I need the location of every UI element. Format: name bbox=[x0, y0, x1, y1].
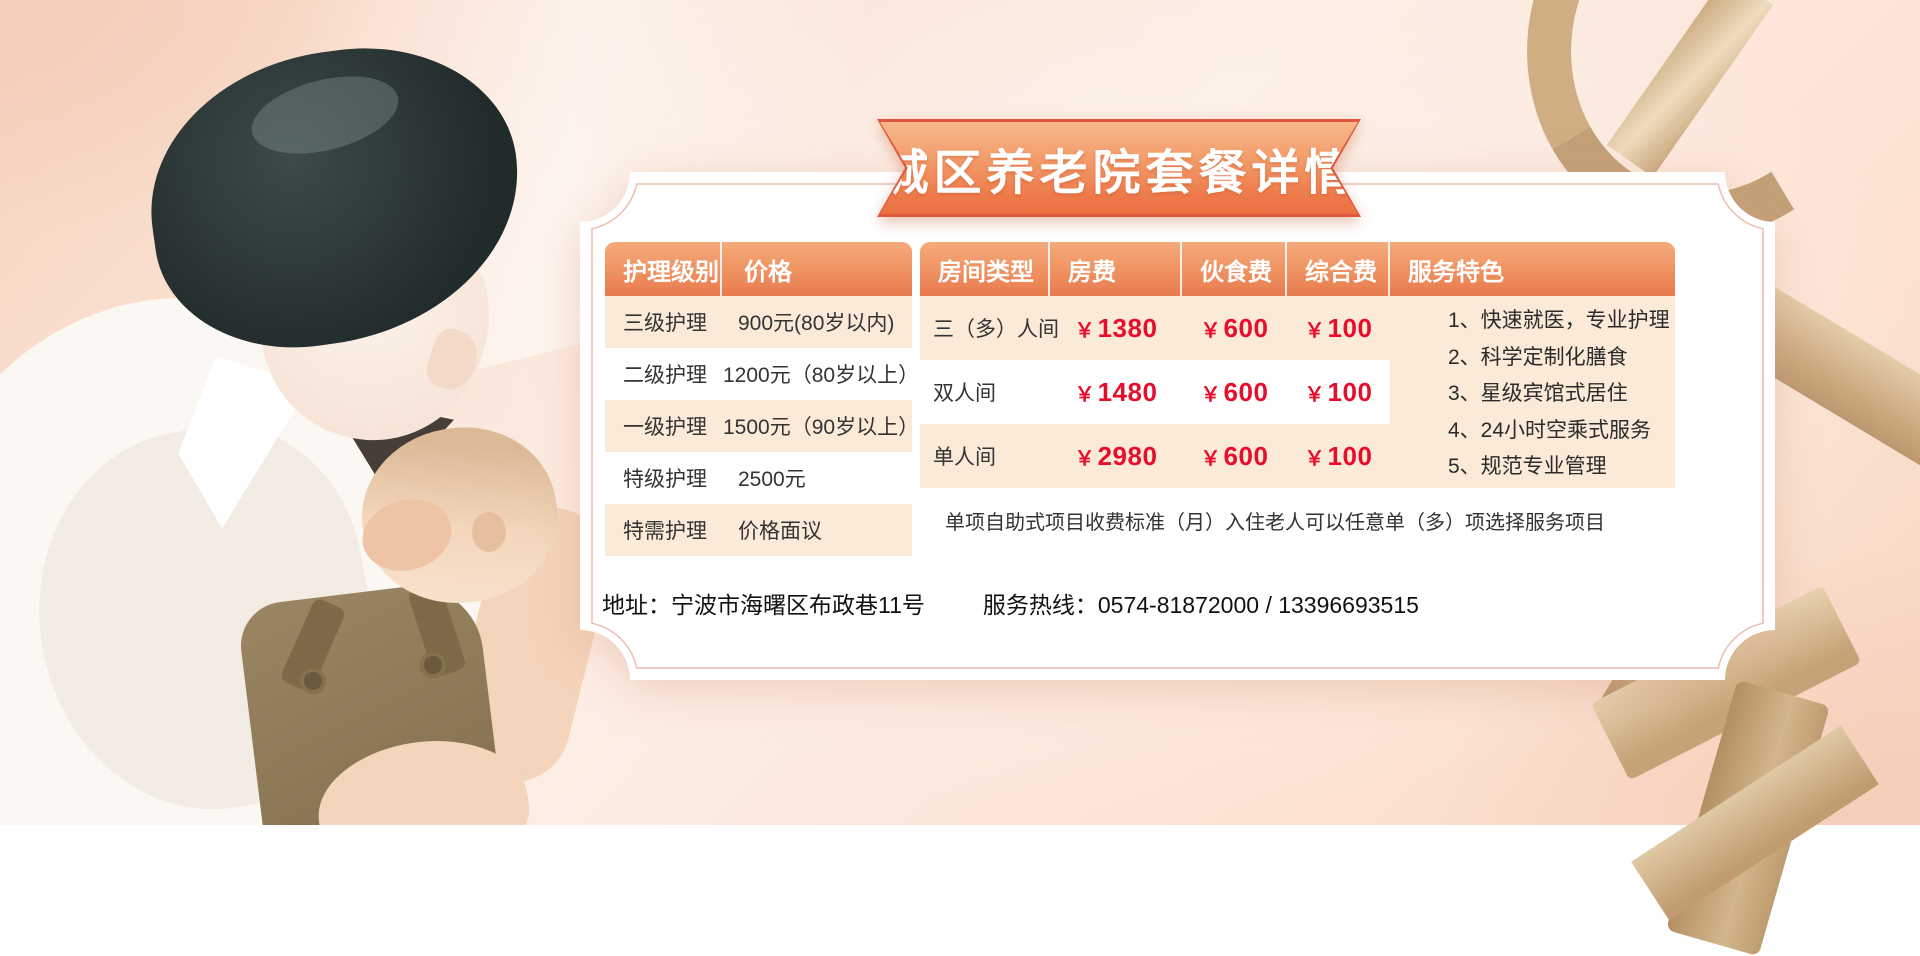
price-value: 600 bbox=[1223, 440, 1269, 471]
room-table-header: 房间类型 房费 伙食费 综合费 服务特色 bbox=[920, 242, 1675, 296]
baby-overall-button bbox=[300, 668, 326, 694]
service-feature-item: 3、星级宾馆式居住 bbox=[1448, 382, 1628, 405]
yen-symbol: ￥ bbox=[1200, 383, 1221, 406]
title-banner-face: 城区养老院套餐详情 bbox=[880, 122, 1358, 214]
care-level-cell: 特需护理 bbox=[623, 520, 707, 543]
price-cell: ￥ 600 bbox=[1182, 377, 1287, 408]
price-cell: ￥ 100 bbox=[1287, 313, 1390, 344]
care-level-cell: 一级护理 bbox=[623, 416, 707, 439]
room-type-cell: 单人间 bbox=[933, 446, 996, 469]
price-value: 100 bbox=[1327, 312, 1373, 343]
yen-symbol: ￥ bbox=[1304, 447, 1325, 470]
care-table-row: 二级护理 1200元（80岁以上） bbox=[605, 348, 919, 400]
baby-ear bbox=[472, 512, 506, 552]
price-cell: ￥ 100 bbox=[1287, 377, 1390, 408]
yen-symbol: ￥ bbox=[1074, 447, 1095, 470]
care-price-cell: 价格面议 bbox=[738, 520, 822, 543]
care-table-header: 护理级别 价格 bbox=[605, 242, 912, 296]
price-value: 1380 bbox=[1097, 312, 1158, 343]
price-value: 100 bbox=[1327, 376, 1373, 407]
room-table-row: 三（多）人间 ￥ 1380 ￥ 600 ￥ 100 bbox=[920, 296, 1390, 360]
yen-symbol: ￥ bbox=[1074, 319, 1095, 342]
pricing-note: 单项自助式项目收费标准（月）入住老人可以任意单（多）项选择服务项目 bbox=[920, 488, 1675, 552]
service-features-list: 1、快速就医，专业护理 2、科学定制化膳食 3、星级宾馆式居住 4、24小时空乘式服务… bbox=[1390, 296, 1675, 488]
room-header-misc-fee: 综合费 bbox=[1287, 242, 1390, 296]
room-type-cell: 双人间 bbox=[933, 382, 996, 405]
room-header-type: 房间类型 bbox=[920, 242, 1050, 296]
service-feature-item: 5、规范专业管理 bbox=[1448, 455, 1607, 478]
price-cell: ￥ 2980 bbox=[1050, 441, 1182, 472]
price-value: 600 bbox=[1223, 376, 1269, 407]
page-title: 城区养老院套餐详情 bbox=[880, 147, 1358, 200]
price-cell: ￥ 1380 bbox=[1050, 313, 1182, 344]
care-price-cell: 900元(80岁以内) bbox=[738, 312, 895, 335]
caregiver-baby-photo bbox=[0, 0, 620, 825]
title-banner: 城区养老院套餐详情 bbox=[877, 119, 1361, 217]
service-feature-item: 1、快速就医，专业护理 bbox=[1448, 309, 1670, 332]
yen-symbol: ￥ bbox=[1200, 447, 1221, 470]
care-level-cell: 二级护理 bbox=[623, 364, 707, 387]
yen-symbol: ￥ bbox=[1074, 383, 1095, 406]
service-feature-item: 2、科学定制化膳食 bbox=[1448, 345, 1628, 369]
price-cell: ￥ 600 bbox=[1182, 313, 1287, 344]
room-type-cell: 三（多）人间 bbox=[933, 318, 1059, 341]
price-value: 600 bbox=[1223, 312, 1269, 343]
care-price-cell: 2500元 bbox=[738, 468, 806, 491]
price-cell: ￥ 100 bbox=[1287, 441, 1390, 472]
price-value: 1480 bbox=[1097, 376, 1158, 407]
panel-inner-line bbox=[591, 183, 1764, 669]
price-value: 2980 bbox=[1097, 440, 1158, 471]
address-text: 地址：宁波市海曙区布政巷11号 bbox=[602, 592, 925, 618]
service-feature-item: 4、24小时空乘式服务 bbox=[1448, 418, 1652, 442]
care-table-row: 三级护理 900元(80岁以内) bbox=[605, 296, 912, 348]
care-table-row: 特需护理 价格面议 bbox=[605, 504, 912, 556]
room-type-table: 房间类型 房费 伙食费 综合费 服务特色 三（多）人间 ￥ 1380 ￥ 600 ￥ 100… bbox=[920, 242, 1675, 552]
room-table-row: 双人间 ￥ 1480 ￥ 600 ￥ 100 bbox=[920, 360, 1390, 424]
price-cell: ￥ 1480 bbox=[1050, 377, 1182, 408]
baby-overall-button bbox=[420, 652, 446, 678]
room-table-row: 单人间 ￥ 2980 ￥ 600 ￥ 100 bbox=[920, 424, 1390, 488]
yen-symbol: ￥ bbox=[1200, 319, 1221, 342]
room-header-meal-fee: 伙食费 bbox=[1182, 242, 1287, 296]
price-value: 100 bbox=[1327, 440, 1373, 471]
care-header-level: 护理级别 bbox=[605, 242, 722, 296]
care-price-cell: 1500元（90岁以上） bbox=[723, 416, 920, 439]
care-table-row: 特级护理 2500元 bbox=[605, 452, 912, 504]
care-level-table: 护理级别 价格 三级护理 900元(80岁以内) 二级护理 1200元（80岁以上） 一… bbox=[605, 242, 919, 556]
care-level-cell: 三级护理 bbox=[623, 312, 707, 335]
care-level-cell: 特级护理 bbox=[623, 468, 707, 491]
room-header-room-fee: 房费 bbox=[1050, 242, 1182, 296]
footer-contact: 地址：宁波市海曙区布政巷11号 服务热线：0574-81872000 / 133… bbox=[602, 586, 1419, 620]
room-rows: 三（多）人间 ￥ 1380 ￥ 600 ￥ 100 双人间 ￥ 1480 ￥ 600 ￥ 100 单人间 ￥ 2… bbox=[920, 296, 1390, 488]
care-price-cell: 1200元（80岁以上） bbox=[723, 364, 920, 387]
care-header-price: 价格 bbox=[744, 258, 792, 286]
care-table-body: 三级护理 900元(80岁以内) 二级护理 1200元（80岁以上） 一级护理 1500元… bbox=[605, 296, 919, 556]
care-table-row: 一级护理 1500元（90岁以上） bbox=[605, 400, 919, 452]
yen-symbol: ￥ bbox=[1304, 319, 1325, 342]
hotline-text: 服务热线：0574-81872000 / 13396693515 bbox=[982, 592, 1419, 618]
price-cell: ￥ 600 bbox=[1182, 441, 1287, 472]
room-table-body: 三（多）人间 ￥ 1380 ￥ 600 ￥ 100 双人间 ￥ 1480 ￥ 600 ￥ 100 单人间 ￥ 2… bbox=[920, 296, 1675, 488]
yen-symbol: ￥ bbox=[1304, 383, 1325, 406]
room-header-services: 服务特色 bbox=[1408, 258, 1504, 286]
